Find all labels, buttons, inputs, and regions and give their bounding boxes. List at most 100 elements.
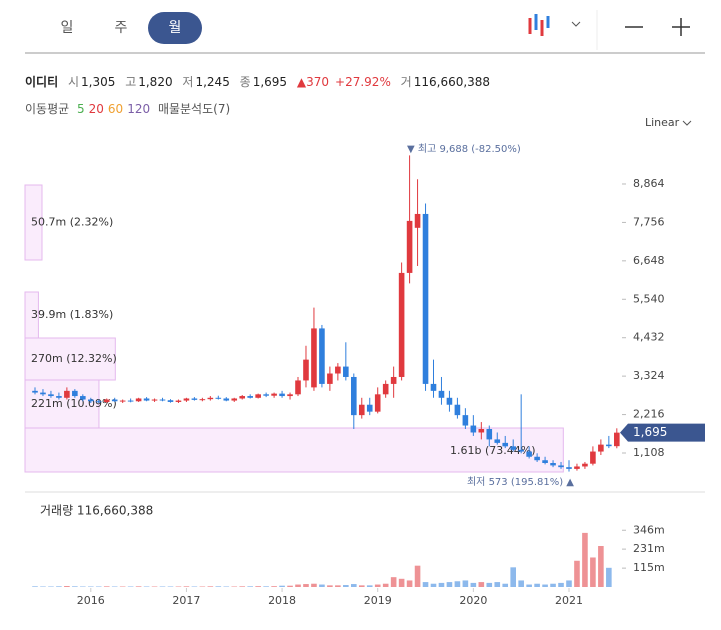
y-tick-label: 2,216	[633, 408, 665, 421]
tab-week[interactable]: 주	[114, 20, 128, 36]
candle-body	[422, 213, 429, 384]
candle-body	[526, 451, 532, 457]
volume-bar	[72, 586, 78, 587]
volume-bar	[422, 582, 429, 587]
zoom-in[interactable]	[672, 18, 690, 36]
candle-body	[80, 396, 86, 400]
candle-body	[390, 376, 397, 384]
candle-body	[127, 400, 134, 402]
volume-bar	[374, 584, 381, 587]
candle-body	[95, 401, 102, 403]
candle-body	[287, 394, 293, 397]
label: 종	[239, 75, 251, 89]
candle-body	[199, 399, 206, 401]
volume-bar	[271, 586, 277, 587]
scale-mode[interactable]: Linear	[645, 116, 680, 129]
volume-bar	[390, 577, 397, 587]
volume-bar	[287, 585, 293, 587]
candle-body	[558, 465, 564, 468]
value: 1,820	[138, 75, 173, 89]
y-tick-label: 8,864	[633, 177, 665, 190]
candle-body	[414, 213, 421, 228]
volume-bar	[598, 546, 604, 587]
x-tick-label: 2017	[172, 594, 200, 607]
candle-body	[518, 449, 524, 452]
volume-bar	[542, 584, 548, 587]
volume-bar	[478, 582, 485, 587]
profile-label[interactable]: 매물분석도(7)	[157, 102, 231, 116]
value: 1,695	[252, 75, 288, 89]
candle-body	[430, 383, 437, 391]
volume-bar	[135, 586, 142, 587]
candle-body	[56, 396, 62, 398]
dropdown[interactable]	[571, 21, 581, 27]
profile-bar	[24, 337, 116, 381]
change: ▲370	[296, 75, 330, 89]
price-tag-label: 1,695	[633, 425, 667, 439]
profile-label: 50.7m (2.32%)	[31, 216, 113, 229]
candle-body	[319, 328, 325, 384]
volume-bar	[526, 584, 532, 587]
candle-body	[239, 396, 246, 399]
stock-name: 이디티	[25, 75, 59, 89]
candle-body	[438, 390, 445, 398]
y-tick-label: 7,756	[633, 215, 665, 228]
candle-body	[406, 220, 413, 273]
volume-bar	[255, 586, 261, 587]
candle-body	[382, 383, 389, 395]
y-tick-label: 4,432	[633, 331, 665, 344]
candle-body	[48, 394, 54, 397]
candle-body	[327, 373, 333, 384]
ma-label[interactable]: 이동평균	[25, 102, 70, 116]
volume-bar	[366, 585, 373, 587]
volume-title: 거래량 116,660,388	[40, 504, 153, 518]
candle-body	[335, 366, 341, 374]
volume-bar	[414, 565, 421, 587]
x-tick-label: 2018	[268, 594, 296, 607]
tab-day[interactable]: 일	[60, 20, 74, 36]
volume-bar	[303, 584, 309, 587]
volume-bar	[486, 582, 493, 587]
candle-body	[247, 396, 253, 398]
value: 1,245	[195, 75, 230, 89]
candle-body	[167, 400, 174, 402]
candle-body	[207, 397, 214, 400]
ma-period[interactable]: 20	[88, 102, 104, 116]
volume-tick-label: 231m	[633, 542, 665, 555]
volume-bar	[446, 582, 453, 587]
volume-bar	[382, 583, 389, 587]
candle-body	[72, 390, 78, 397]
volume-tick-label: 346m	[633, 523, 665, 536]
candle-body	[271, 393, 277, 396]
volume-bar	[311, 583, 317, 587]
volume-bar	[590, 557, 596, 587]
candle-body	[87, 399, 94, 402]
volume-bar	[454, 581, 461, 587]
candle-body	[32, 390, 38, 393]
volume-bar	[358, 585, 365, 587]
dropdown[interactable]	[682, 120, 692, 126]
candle-body	[366, 404, 373, 412]
volume-bar	[582, 532, 588, 587]
candle-body	[175, 400, 182, 402]
quote-header: 이디티 시 1,305 고 1,820 저 1,245 종 1,695 ▲370 +27.…	[25, 73, 496, 90]
ma-periods: 5 20 60 120	[73, 102, 150, 116]
ma-period[interactable]: 120	[127, 102, 151, 116]
profile-bar	[24, 184, 43, 261]
volume-bar	[335, 585, 341, 587]
candle-body	[40, 392, 46, 395]
ma-period[interactable]: 5	[77, 102, 85, 116]
candle-icon[interactable]	[528, 14, 550, 36]
candle-body	[255, 394, 261, 398]
candle-body	[183, 398, 190, 401]
tab-month[interactable]: 월	[148, 12, 202, 44]
candle-body	[295, 380, 301, 395]
candle-body	[119, 400, 126, 402]
volume-bar	[518, 580, 524, 587]
candle-body	[279, 393, 285, 397]
candle-body	[135, 398, 142, 402]
change-pct: +27.92%	[335, 75, 391, 89]
candle-body	[358, 404, 365, 416]
ma-period[interactable]: 60	[107, 102, 124, 116]
